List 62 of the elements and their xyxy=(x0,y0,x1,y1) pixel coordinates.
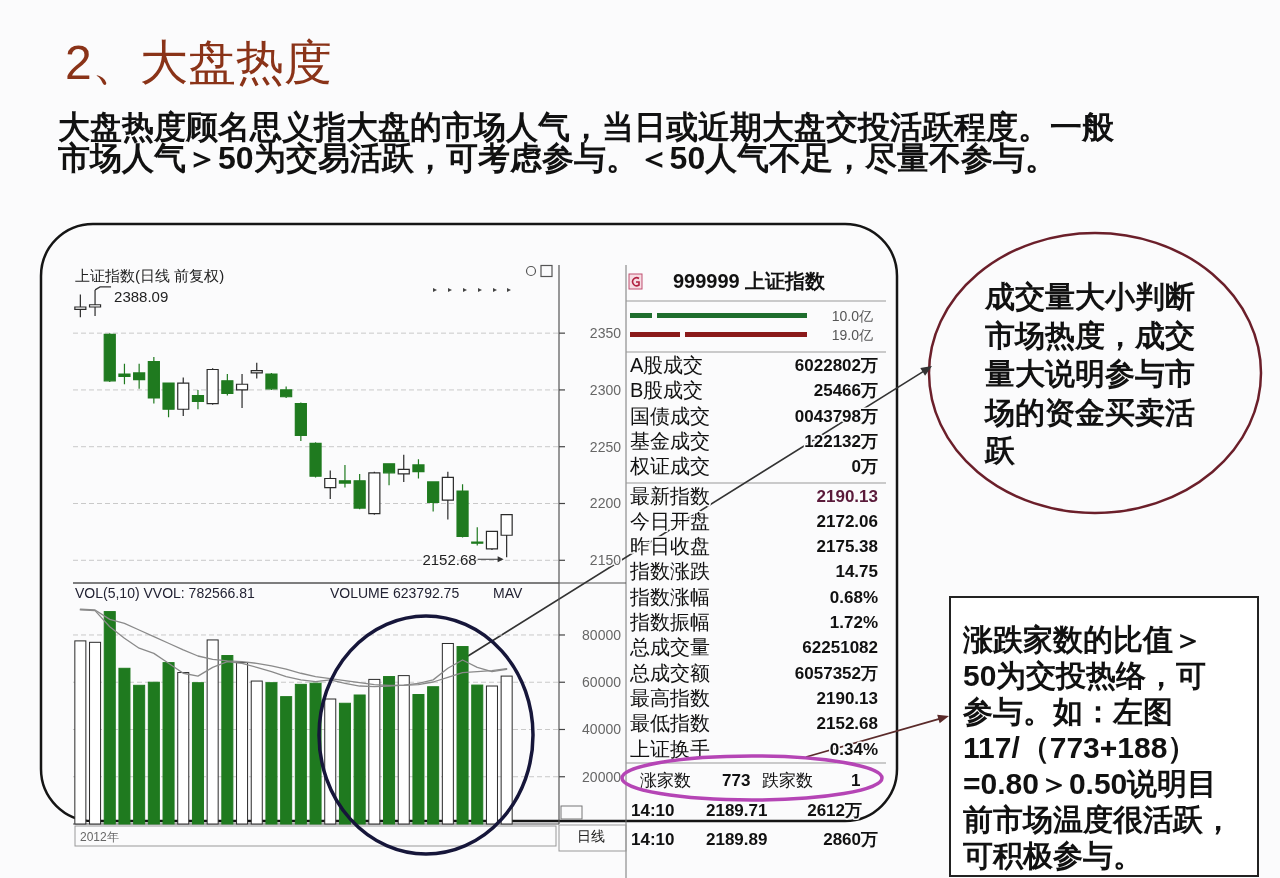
annotation: 2152.68 xyxy=(422,551,477,569)
text: 999999 上证指数 xyxy=(673,270,827,292)
text: 基金成交 xyxy=(630,429,710,452)
text: 2612万 xyxy=(807,801,862,820)
y-tick-label: 2200 xyxy=(589,495,622,512)
text: 6022802万 xyxy=(794,356,878,375)
text: 0.68% xyxy=(829,587,878,607)
text: 最高指数 xyxy=(630,686,710,709)
y-tick-label: 40000 xyxy=(582,721,622,738)
annotation: 2388.09 xyxy=(114,287,169,305)
text: 2012年 xyxy=(80,830,119,844)
text: 国债成交 xyxy=(630,404,710,427)
text: 上证换手 xyxy=(630,737,710,760)
text: 2189.89 xyxy=(706,830,768,849)
chart-title: 2、大盘热度 xyxy=(65,36,332,89)
y-tick-label: 2350 xyxy=(589,325,622,342)
annotation: VOLUME 623792.75 xyxy=(330,585,460,601)
text: 1 xyxy=(851,771,861,790)
y-tick-label: 60000 xyxy=(582,674,622,691)
y-tick-label: 20000 xyxy=(582,768,622,785)
text: B股成交 xyxy=(630,379,704,402)
text: 14:10 xyxy=(631,801,675,820)
text: 19.0亿 xyxy=(831,327,873,343)
text: 2190.13 xyxy=(816,486,878,506)
text: 指数涨幅 xyxy=(629,585,710,608)
text: 2190.13 xyxy=(816,688,878,708)
text: 最新指数 xyxy=(630,484,710,507)
text: 10.0亿 xyxy=(831,308,873,324)
text: 权证成交 xyxy=(629,455,710,478)
text: 成交量大小判断市场热度，成交量大说明参与市场的资金买卖活跃 xyxy=(983,280,1195,467)
text: 2189.71 xyxy=(706,801,768,820)
text: 14.75 xyxy=(835,562,878,582)
y-tick-label: 2250 xyxy=(589,438,622,455)
text: 2175.38 xyxy=(816,537,878,557)
text: 涨跌家数的比值＞50为交投热络，可参与。如：左图117/（773+188）=0.80＞0.50说明目前市场温度很活跃，可积极参与。 xyxy=(962,623,1233,872)
annotation: VOL(5,10) VVOL: 782566.81 xyxy=(75,585,255,601)
y-tick-label: 2300 xyxy=(589,381,622,398)
text: 总成交量 xyxy=(629,636,710,659)
y-tick-label: 80000 xyxy=(582,626,622,643)
text: 0.34% xyxy=(829,739,878,759)
text: 62251082 xyxy=(802,638,878,658)
text: 0万 xyxy=(851,457,878,477)
text: 日线 xyxy=(577,828,605,844)
text: 2860万 xyxy=(823,830,878,849)
text: 2152.68 xyxy=(816,714,878,734)
text: 1.72% xyxy=(829,613,878,632)
text: 指数振幅 xyxy=(629,611,710,633)
text: 最低指数 xyxy=(630,712,710,735)
y-tick-label: 2150 xyxy=(589,552,622,569)
annotation: 上证指数(日线 前复权) xyxy=(75,267,225,284)
text: 14:10 xyxy=(631,830,675,849)
text: 2172.06 xyxy=(816,511,878,531)
text: 25466万 xyxy=(813,381,878,401)
text: 6057352万 xyxy=(794,663,878,683)
annotation: MAV xyxy=(493,585,523,601)
text: 涨家数 xyxy=(640,771,691,790)
text: A股成交 xyxy=(630,354,704,376)
text: 大盘热度顾名思义指大盘的市场人气，当日或近期大盘交投活跃程度。一般市场人气＞50为交易活跃，可考虑参与。＜50人气不足，尽量不参与。 xyxy=(57,109,1115,176)
text: 跌家数 xyxy=(762,771,813,790)
text: 指数涨跌 xyxy=(629,560,710,583)
text: 总成交额 xyxy=(629,661,710,684)
text: 773 xyxy=(722,771,751,790)
